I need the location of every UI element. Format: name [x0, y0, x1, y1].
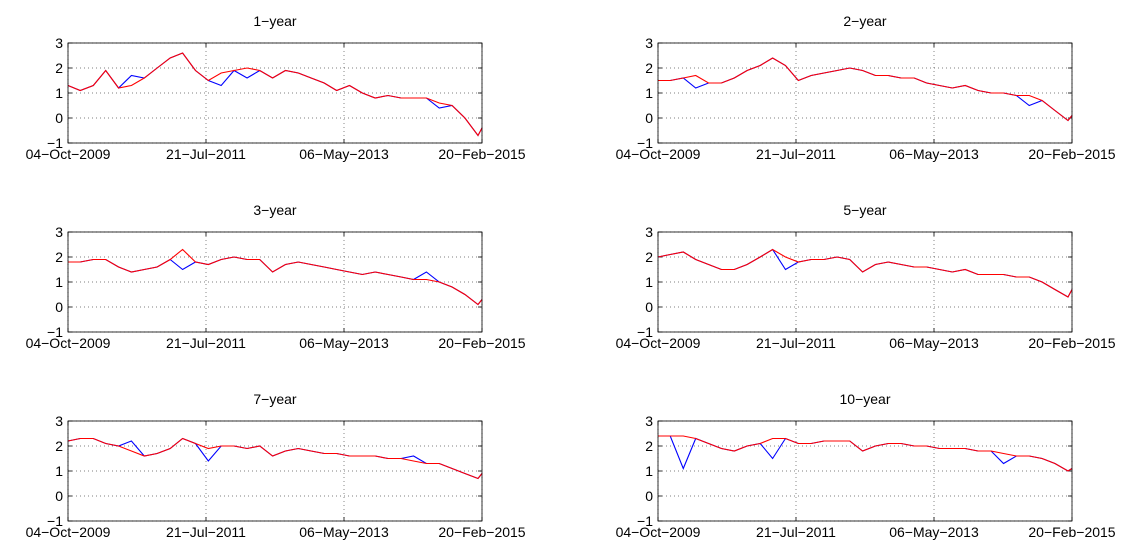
- y-tick-label: −1: [637, 135, 653, 151]
- x-tick-label: 20−Feb−2015: [438, 524, 525, 540]
- y-tick-label: 0: [55, 110, 63, 126]
- plot-frame: [67, 231, 483, 333]
- plot-area: [68, 421, 482, 521]
- y-tick-label: 2: [645, 438, 653, 454]
- y-tick-label: 3: [55, 413, 63, 429]
- y-tick-label: −1: [47, 513, 63, 529]
- plot-frame: [67, 42, 483, 144]
- x-tick-label: 04−Oct−2009: [616, 524, 701, 540]
- y-tick-label: 2: [645, 249, 653, 265]
- x-tick-label: 04−Oct−2009: [26, 146, 111, 162]
- x-tick-label: 20−Feb−2015: [1028, 335, 1115, 351]
- x-tick-label: 06−May−2013: [299, 335, 389, 351]
- chart-title: 1−year: [253, 13, 297, 29]
- y-tick-label: 2: [55, 438, 63, 454]
- x-tick-label: 20−Feb−2015: [1028, 146, 1115, 162]
- y-tick-label: 1: [645, 274, 653, 290]
- x-tick-label: 04−Oct−2009: [616, 146, 701, 162]
- x-tick-label: 04−Oct−2009: [616, 335, 701, 351]
- y-tick-label: 1: [55, 463, 63, 479]
- line-series: [657, 248, 1073, 298]
- chart-title: 7−year: [253, 391, 297, 407]
- y-tick-label: 1: [55, 274, 63, 290]
- x-tick-label: 06−May−2013: [889, 146, 979, 162]
- y-tick-label: 3: [645, 413, 653, 429]
- y-tick-label: 0: [55, 488, 63, 504]
- x-tick-label: 20−Feb−2015: [438, 146, 525, 162]
- line-series: [67, 437, 483, 480]
- y-tick-label: 1: [645, 463, 653, 479]
- plot-area: [658, 232, 1072, 332]
- y-tick-label: 0: [645, 110, 653, 126]
- plot-frame: [657, 42, 1073, 144]
- y-tick-label: 0: [55, 299, 63, 315]
- plot-frame: [67, 420, 483, 522]
- chart-title: 2−year: [843, 13, 887, 29]
- x-tick-label: 06−May−2013: [889, 335, 979, 351]
- y-tick-label: 3: [55, 35, 63, 51]
- line-series: [658, 435, 1073, 472]
- y-tick-label: 3: [645, 35, 653, 51]
- y-tick-label: 2: [55, 249, 63, 265]
- y-tick-label: 2: [645, 60, 653, 76]
- x-tick-label: 20−Feb−2015: [1028, 524, 1115, 540]
- y-tick-label: −1: [637, 513, 653, 529]
- y-tick-label: 0: [645, 299, 653, 315]
- plot-frame: [657, 420, 1073, 522]
- plot-area: [658, 43, 1072, 143]
- y-tick-label: 1: [55, 85, 63, 101]
- plot-area: [68, 43, 482, 143]
- y-tick-label: 1: [645, 85, 653, 101]
- y-tick-label: −1: [47, 135, 63, 151]
- line-series: [68, 248, 483, 306]
- x-tick-label: 21−Jul−2011: [166, 335, 246, 351]
- chart-title: 10−year: [840, 391, 891, 407]
- line-series: [658, 57, 1073, 122]
- y-tick-label: −1: [47, 324, 63, 340]
- x-tick-label: 20−Feb−2015: [438, 335, 525, 351]
- plot-area: [658, 421, 1072, 521]
- x-tick-label: 04−Oct−2009: [26, 335, 111, 351]
- x-tick-label: 06−May−2013: [299, 524, 389, 540]
- plot-area: [68, 232, 482, 332]
- x-tick-label: 21−Jul−2011: [166, 524, 246, 540]
- x-tick-label: 21−Jul−2011: [756, 335, 836, 351]
- y-tick-label: −1: [637, 324, 653, 340]
- plot-frame: [657, 231, 1073, 333]
- y-tick-label: 3: [645, 224, 653, 240]
- y-tick-label: 2: [55, 60, 63, 76]
- x-tick-label: 04−Oct−2009: [26, 524, 111, 540]
- x-tick-label: 06−May−2013: [889, 524, 979, 540]
- chart-title: 3−year: [253, 202, 297, 218]
- chart-title: 5−year: [843, 202, 887, 218]
- y-tick-label: 0: [645, 488, 653, 504]
- y-tick-label: 3: [55, 224, 63, 240]
- x-tick-label: 06−May−2013: [299, 146, 389, 162]
- x-tick-label: 21−Jul−2011: [756, 524, 836, 540]
- line-series: [67, 52, 483, 137]
- x-tick-label: 21−Jul−2011: [756, 146, 836, 162]
- x-tick-label: 21−Jul−2011: [166, 146, 246, 162]
